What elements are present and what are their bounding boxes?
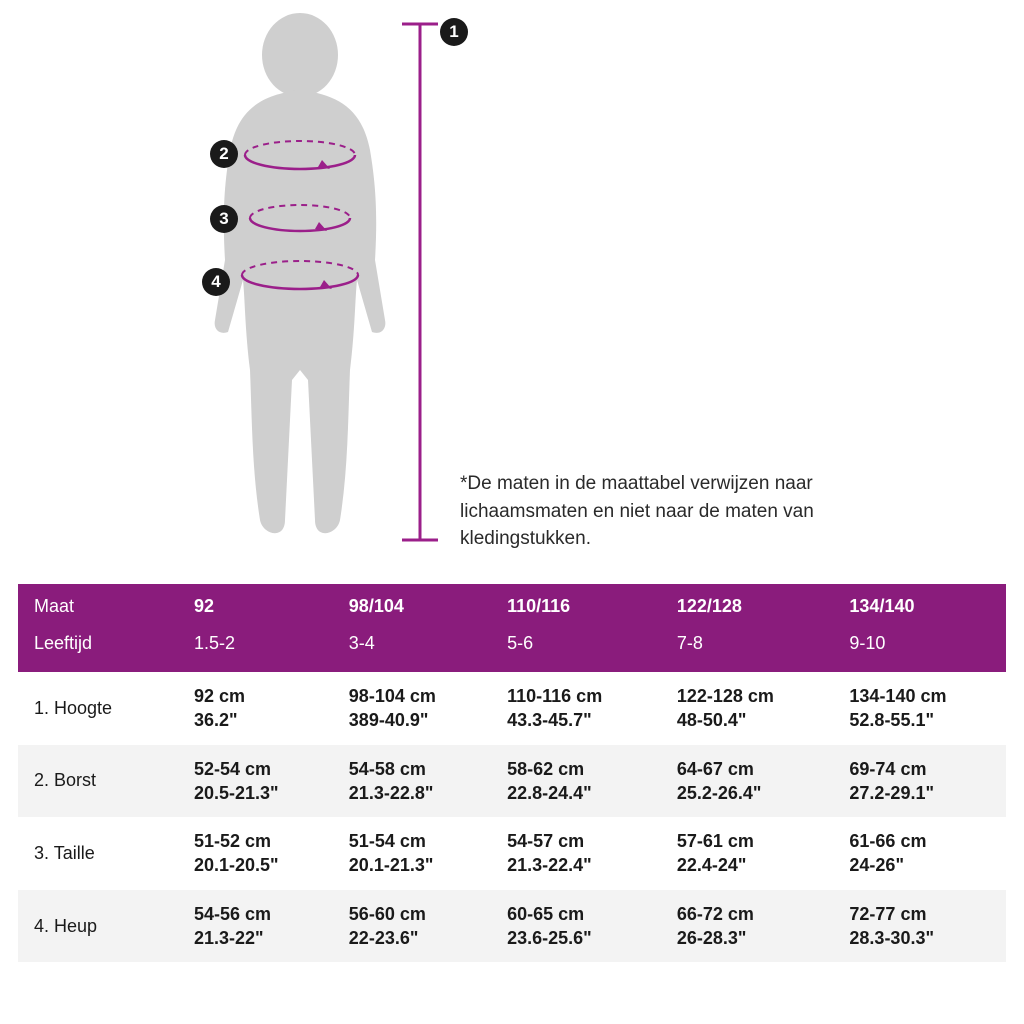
cell: 92 cm36.2" [178,672,333,745]
cell: 54-57 cm21.3-22.4" [491,817,661,890]
badge-3: 3 [210,205,238,233]
cell: 66-72 cm26-28.3" [661,890,834,963]
cell: 54-58 cm21.3-22.8" [333,745,491,818]
table-row: 1. Hoogte 92 cm36.2" 98-104 cm389-40.9" … [18,672,1006,745]
table-row: 4. Heup 54-56 cm21.3-22" 56-60 cm22-23.6… [18,890,1006,963]
cell: 57-61 cm22.4-24" [661,817,834,890]
size-col-1: 98/104 [333,584,491,629]
cell: 51-52 cm20.1-20.5" [178,817,333,890]
cell: 54-56 cm21.3-22" [178,890,333,963]
cell: 110-116 cm43.3-45.7" [491,672,661,745]
age-col-3: 7-8 [661,629,834,672]
footnote-text: *De maten in de maattabel verwijzen naar… [460,470,860,553]
cell: 134-140 cm52.8-55.1" [833,672,1006,745]
cell: 122-128 cm48-50.4" [661,672,834,745]
row-label: 4. Heup [18,890,178,963]
cell: 52-54 cm20.5-21.3" [178,745,333,818]
row-label: 1. Hoogte [18,672,178,745]
cell: 64-67 cm25.2-26.4" [661,745,834,818]
table-row: 2. Borst 52-54 cm20.5-21.3" 54-58 cm21.3… [18,745,1006,818]
age-header-label: Leeftijd [18,629,178,672]
age-col-0: 1.5-2 [178,629,333,672]
age-col-4: 9-10 [833,629,1006,672]
size-col-0: 92 [178,584,333,629]
cell: 69-74 cm27.2-29.1" [833,745,1006,818]
size-col-3: 122/128 [661,584,834,629]
cell: 98-104 cm389-40.9" [333,672,491,745]
badge-2: 2 [210,140,238,168]
row-label: 2. Borst [18,745,178,818]
table-row: 3. Taille 51-52 cm20.1-20.5" 51-54 cm20.… [18,817,1006,890]
age-header-row: Leeftijd 1.5-2 3-4 5-6 7-8 9-10 [18,629,1006,672]
badge-1: 1 [440,18,468,46]
measurement-diagram: 1 2 3 4 *De maten in de maattabel verwij… [0,0,1024,560]
size-header-row: Maat 92 98/104 110/116 122/128 134/140 [18,584,1006,629]
body-silhouette-svg [0,0,480,560]
cell: 58-62 cm22.8-24.4" [491,745,661,818]
cell: 61-66 cm24-26" [833,817,1006,890]
age-col-1: 3-4 [333,629,491,672]
cell: 51-54 cm20.1-21.3" [333,817,491,890]
size-chart-table: Maat 92 98/104 110/116 122/128 134/140 L… [18,584,1006,962]
cell: 60-65 cm23.6-25.6" [491,890,661,963]
size-col-2: 110/116 [491,584,661,629]
badge-4: 4 [202,268,230,296]
height-bar [402,24,438,540]
cell: 72-77 cm28.3-30.3" [833,890,1006,963]
row-label: 3. Taille [18,817,178,890]
cell: 56-60 cm22-23.6" [333,890,491,963]
age-col-2: 5-6 [491,629,661,672]
size-header-label: Maat [18,584,178,629]
size-col-4: 134/140 [833,584,1006,629]
